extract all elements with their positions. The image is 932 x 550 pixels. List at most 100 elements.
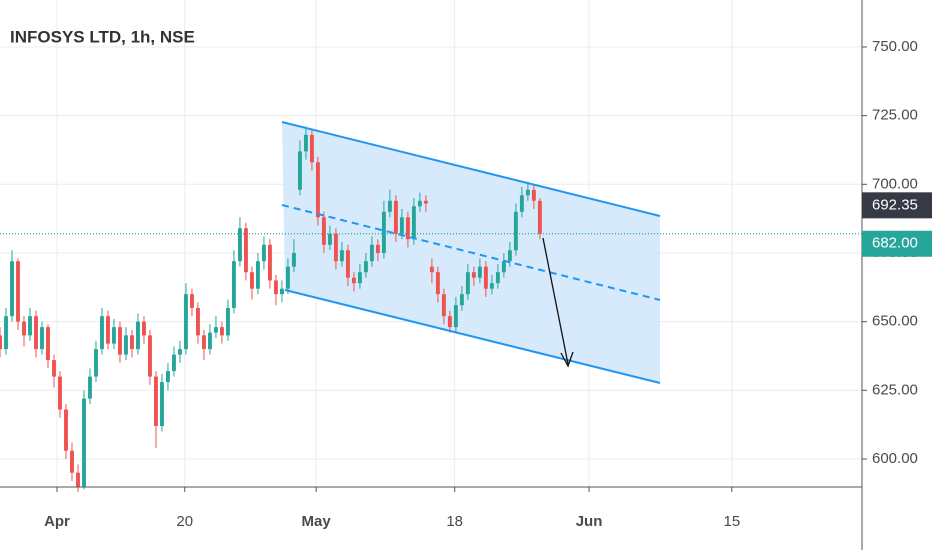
- candle-body: [531, 189, 536, 201]
- candle-body: [70, 450, 74, 473]
- candle-body: [351, 277, 356, 284]
- candle-body: [208, 332, 212, 350]
- candle-body: [447, 316, 452, 328]
- candle-body: [267, 244, 272, 281]
- candle-body: [118, 327, 122, 355]
- candle-body: [411, 206, 416, 240]
- candle-body: [0, 335, 2, 350]
- candle-body: [112, 327, 116, 344]
- candle-body: [279, 288, 284, 295]
- candle-body: [423, 200, 428, 204]
- chart-title: INFOSYS LTD, 1h, NSE: [10, 27, 195, 46]
- candle-body: [58, 376, 62, 410]
- candle-body: [178, 349, 182, 355]
- x-tick-label: May: [302, 513, 332, 530]
- candle-body: [190, 294, 194, 308]
- y-tick-label: 650.00: [872, 313, 918, 330]
- candle-body: [261, 244, 266, 262]
- candle-body: [387, 200, 392, 212]
- candle-body: [243, 228, 248, 273]
- y-tick-label: 625.00: [872, 381, 918, 398]
- candle-body: [16, 261, 20, 322]
- candle-body: [196, 307, 200, 336]
- candle-body: [465, 272, 470, 295]
- arrow: [542, 237, 569, 365]
- candle-body: [435, 272, 440, 295]
- candle-body: [537, 200, 542, 234]
- candle-body: [22, 321, 26, 336]
- candle-body: [160, 382, 164, 427]
- candle-body: [148, 335, 152, 377]
- candle-body: [291, 252, 296, 267]
- candle-body: [333, 233, 338, 262]
- candle-body: [219, 327, 224, 336]
- candle-body: [519, 195, 524, 212]
- candle-body: [237, 228, 242, 262]
- candle-body: [124, 335, 128, 355]
- candle-body: [501, 261, 506, 273]
- channel-mid: [281, 204, 661, 301]
- x-tick-label: 18: [446, 513, 463, 530]
- candle-body: [405, 217, 410, 240]
- x-tick-label: Jun: [576, 513, 603, 530]
- candle-body: [441, 294, 446, 317]
- y-tick-label: 700.00: [872, 175, 918, 192]
- candle-body: [142, 321, 146, 336]
- candle-body: [495, 272, 500, 284]
- candle-body: [417, 200, 422, 207]
- candle-body: [106, 316, 110, 344]
- candle-body: [273, 280, 278, 295]
- candle-body: [345, 250, 350, 278]
- candle-body: [369, 244, 374, 262]
- candle-body: [130, 335, 134, 350]
- candle-body: [471, 272, 476, 278]
- candles: [0, 126, 542, 492]
- candle-body: [28, 316, 32, 336]
- candle-body: [255, 261, 260, 289]
- candle-body: [34, 316, 38, 350]
- price-label-box: [862, 230, 932, 257]
- candle-body: [309, 134, 314, 163]
- price-label: 692.35: [872, 196, 918, 213]
- candle-body: [513, 211, 518, 251]
- candle-body: [76, 472, 80, 487]
- candle-body: [202, 335, 206, 350]
- candle-body: [507, 250, 512, 262]
- price-label: 682.00: [872, 235, 918, 252]
- candle-body: [393, 200, 398, 234]
- channel-upper: [281, 121, 661, 217]
- candle-body: [225, 307, 230, 336]
- candle-body: [489, 283, 494, 289]
- candle-body: [339, 250, 344, 262]
- channel-lower: [284, 289, 661, 384]
- candle-body: [46, 327, 50, 361]
- candle-body: [184, 294, 188, 350]
- candle-body: [525, 189, 530, 196]
- candle-body: [88, 376, 92, 399]
- y-tick-label: 750.00: [872, 38, 918, 55]
- candle-body: [154, 376, 158, 427]
- y-tick-label: 600.00: [872, 450, 918, 467]
- candle-body: [231, 261, 236, 308]
- candle-body: [214, 327, 218, 333]
- candle-body: [327, 233, 332, 245]
- candle-body: [249, 272, 254, 289]
- candle-body: [315, 162, 320, 218]
- candle-body: [429, 266, 434, 273]
- candle-body: [357, 272, 362, 284]
- candle-body: [303, 134, 308, 152]
- candle-body: [172, 354, 176, 372]
- candle-body: [94, 349, 98, 377]
- candle-body: [10, 261, 14, 317]
- candle-body: [82, 398, 86, 487]
- candle-body: [375, 244, 380, 253]
- candle-body: [4, 316, 8, 350]
- candle-body: [285, 266, 290, 289]
- candle-body: [459, 294, 464, 306]
- candle-body: [321, 217, 326, 245]
- candle-body: [297, 151, 302, 190]
- arrow-head: [560, 351, 574, 368]
- candle-body: [363, 261, 368, 273]
- x-tick-label: 15: [723, 513, 740, 530]
